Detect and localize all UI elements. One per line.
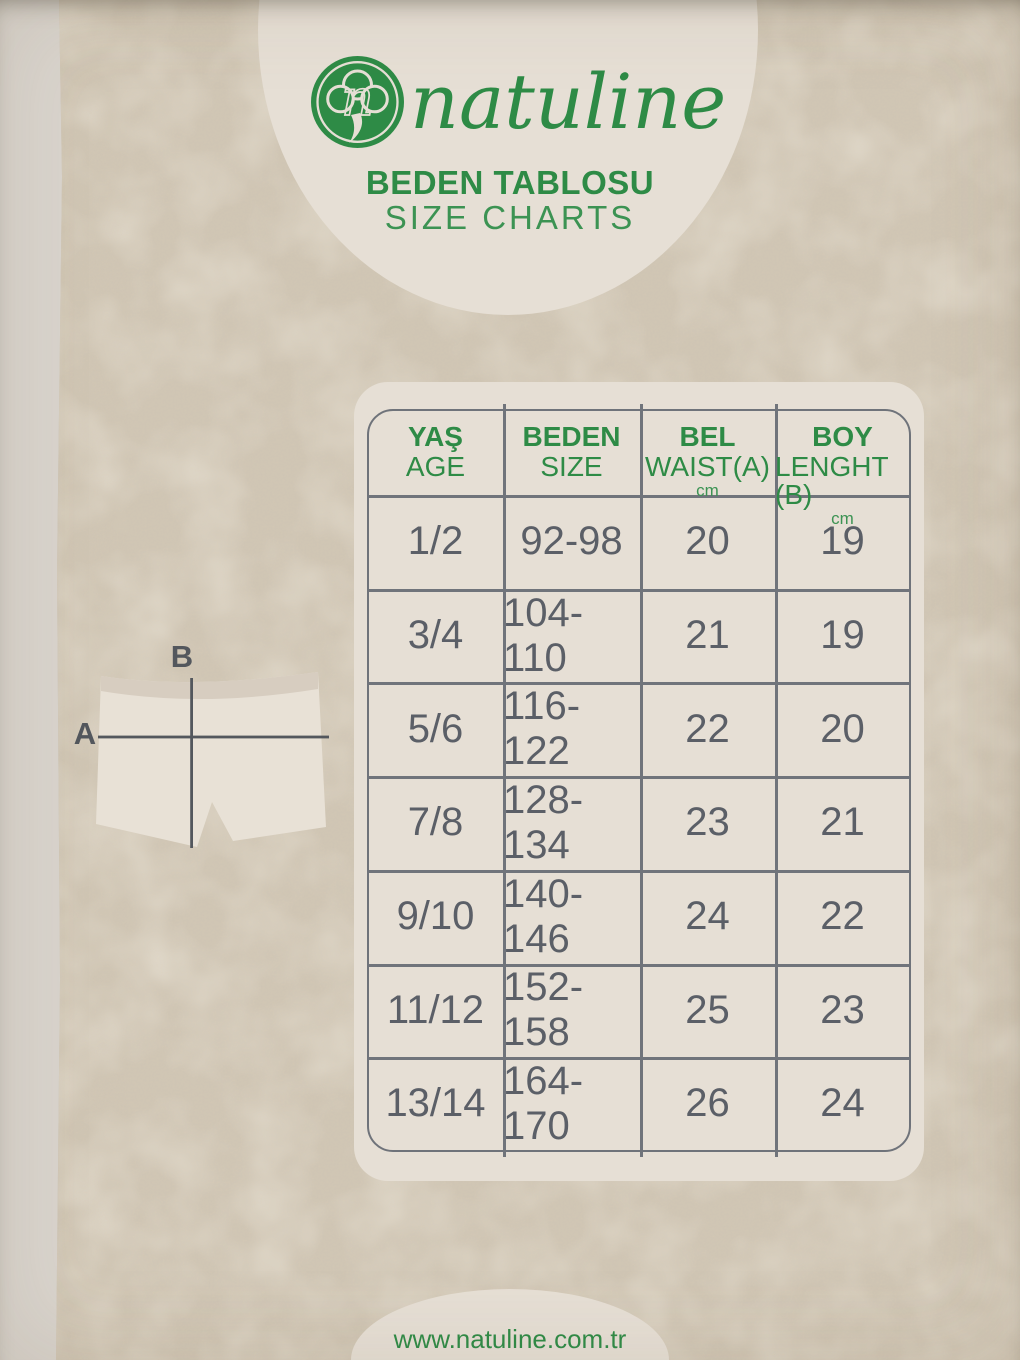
size-chart-title-turkish: BEDEN TABLOSU — [365, 164, 655, 201]
column-divider — [503, 404, 506, 1157]
table-cell-waist: 24 — [685, 894, 730, 939]
table-cell-size: 128-134 — [503, 777, 584, 867]
table-cell-size: 104-110 — [503, 590, 584, 680]
table-cell-size: 92-98 — [520, 519, 623, 564]
table-cell-age: 1/2 — [407, 519, 464, 564]
table-cell-waist: 20 — [685, 519, 730, 564]
header-label-tr: BEDEN — [522, 421, 621, 452]
table-cell-length: 21 — [820, 800, 865, 845]
column-header-age: YAŞ AGE — [368, 410, 503, 495]
column-header-waist: BEL WAIST(A) cm — [640, 410, 775, 500]
shorts-diagram — [96, 672, 329, 848]
header-label-tr: BOY — [812, 421, 873, 452]
table-cell-size: 152-158 — [503, 965, 584, 1055]
header-label-en: AGE — [405, 451, 466, 482]
table-cell-length: 22 — [820, 894, 865, 939]
shorts-waistband — [101, 672, 318, 700]
table-cell-age: 5/6 — [407, 706, 464, 751]
table-cell-length: 19 — [820, 613, 865, 658]
header-label-en: SIZE — [540, 451, 603, 482]
measure-label-a: A — [73, 716, 97, 751]
header-unit: cm — [696, 481, 719, 500]
waist-measure-line-a — [98, 735, 329, 739]
website-url: www.natuline.com.tr — [393, 1324, 627, 1354]
table-cell-length: 24 — [820, 1081, 865, 1126]
table-cell-age: 13/14 — [385, 1081, 486, 1126]
header-label-tr: BEL — [679, 421, 736, 452]
table-cell-age: 3/4 — [407, 613, 464, 658]
row-divider — [368, 870, 910, 873]
table-cell-length: 20 — [820, 706, 865, 751]
header-label-tr: YAŞ — [407, 421, 463, 452]
table-cell-age: 11/12 — [386, 987, 485, 1032]
row-divider — [368, 776, 910, 779]
row-divider — [368, 682, 910, 685]
table-cell-waist: 26 — [685, 1081, 730, 1126]
table-cell-age: 9/10 — [396, 894, 475, 939]
brand-wordmark: natuline — [410, 57, 727, 146]
table-cell-size: 116-122 — [503, 684, 581, 774]
table-cell-waist: 21 — [685, 613, 730, 658]
table-cell-length: 23 — [820, 987, 865, 1032]
table-cell-size: 140-146 — [503, 871, 584, 961]
row-divider — [368, 495, 910, 498]
table-cell-length: 19 — [820, 519, 865, 564]
column-divider — [775, 404, 778, 1157]
table-cell-waist: 23 — [685, 800, 730, 845]
header-unit: cm — [831, 509, 854, 528]
column-header-size: BEDEN SIZE — [503, 410, 640, 495]
measure-label-b: B — [170, 639, 194, 674]
table-cell-size: 164-170 — [503, 1058, 584, 1148]
shorts-body — [96, 672, 326, 847]
cotton-flower-n-icon: n — [311, 56, 404, 148]
table-content: YAŞ AGE BEDEN SIZE BEL WAIST(A) cm BOY L… — [368, 410, 910, 1151]
header-label-en: LENGHT (B) — [775, 451, 889, 510]
size-table: YAŞ AGE BEDEN SIZE BEL WAIST(A) cm BOY L… — [367, 404, 911, 1157]
column-header-length: BOY LENGHT (B) cm — [775, 410, 910, 528]
row-divider — [368, 589, 910, 592]
row-divider — [368, 964, 910, 967]
table-cell-age: 7/8 — [407, 800, 464, 845]
size-chart-title-english: SIZE CHARTS — [384, 199, 636, 236]
column-divider — [640, 404, 643, 1157]
size-table-panel — [354, 382, 924, 1181]
table-cell-waist: 25 — [685, 987, 730, 1032]
header-label-en: WAIST(A) — [645, 451, 770, 482]
row-divider — [368, 1057, 910, 1060]
length-measure-line-b — [190, 678, 193, 848]
table-cell-waist: 22 — [685, 706, 730, 751]
